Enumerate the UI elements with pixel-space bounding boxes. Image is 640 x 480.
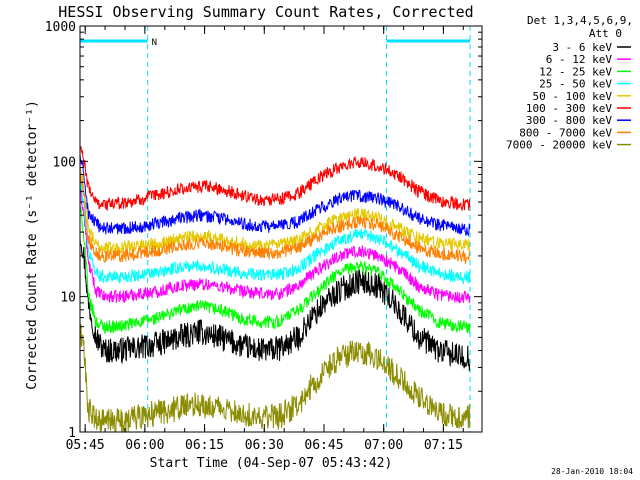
series-line-2: [80, 206, 471, 335]
series-line-7: [80, 169, 471, 264]
series-line-3: [80, 181, 471, 285]
x-tick-label: 07:00: [364, 438, 403, 453]
series-line-5: [80, 145, 471, 212]
date-stamp: 28-Jan-2010 18:04: [551, 467, 633, 476]
x-tick-label: 06:00: [125, 438, 164, 453]
legend-label-5: 100 - 300 keV: [526, 102, 612, 115]
x-tick-label: 07:15: [424, 438, 463, 453]
legend-header-line-2: Att 0: [589, 27, 622, 40]
x-tick-label: 06:15: [185, 438, 224, 453]
legend-label-6: 300 - 800 keV: [526, 114, 612, 127]
legend-label-0: 3 - 6 keV: [552, 41, 612, 54]
legend-header-line-1: Det 1,3,4,5,6,9,: [527, 14, 633, 27]
series-line-0: [80, 237, 471, 372]
x-tick-label: 05:45: [66, 438, 105, 453]
night-bar-label-0: N: [152, 38, 157, 48]
chart-title: HESSI Observing Summary Count Rates, Cor…: [58, 3, 473, 21]
plot-frame: [79, 25, 483, 433]
series-line-1: [80, 187, 471, 304]
y-tick-label: 100: [53, 155, 76, 170]
y-tick-label: 1: [68, 426, 76, 441]
legend-label-8: 7000 - 20000 keV: [506, 139, 612, 152]
series-line-6: [80, 154, 471, 237]
legend-label-7: 800 - 7000 keV: [519, 126, 612, 139]
series-group: [80, 145, 471, 432]
y-axis-label: Corrected Count Rate (s⁻¹ detector⁻¹): [25, 100, 40, 390]
legend-label-4: 50 - 100 keV: [533, 90, 613, 103]
legend-label-1: 6 - 12 keV: [546, 53, 613, 66]
plot-area: N 1 10 100 1000 05:45 06:00 06:15 06:30 06:45 07:0…: [45, 20, 483, 453]
legend-label-3: 25 - 50 keV: [539, 78, 612, 91]
x-axis-label: Start Time (04-Sep-07 05:43:42): [150, 456, 393, 471]
legend-label-2: 12 - 25 keV: [539, 65, 612, 78]
x-tick-label: 06:45: [304, 438, 343, 453]
y-tick-label: 10: [60, 291, 76, 306]
series-line-8: [80, 321, 471, 432]
x-tick-label: 06:30: [245, 438, 284, 453]
y-tick-label: 1000: [45, 20, 76, 35]
